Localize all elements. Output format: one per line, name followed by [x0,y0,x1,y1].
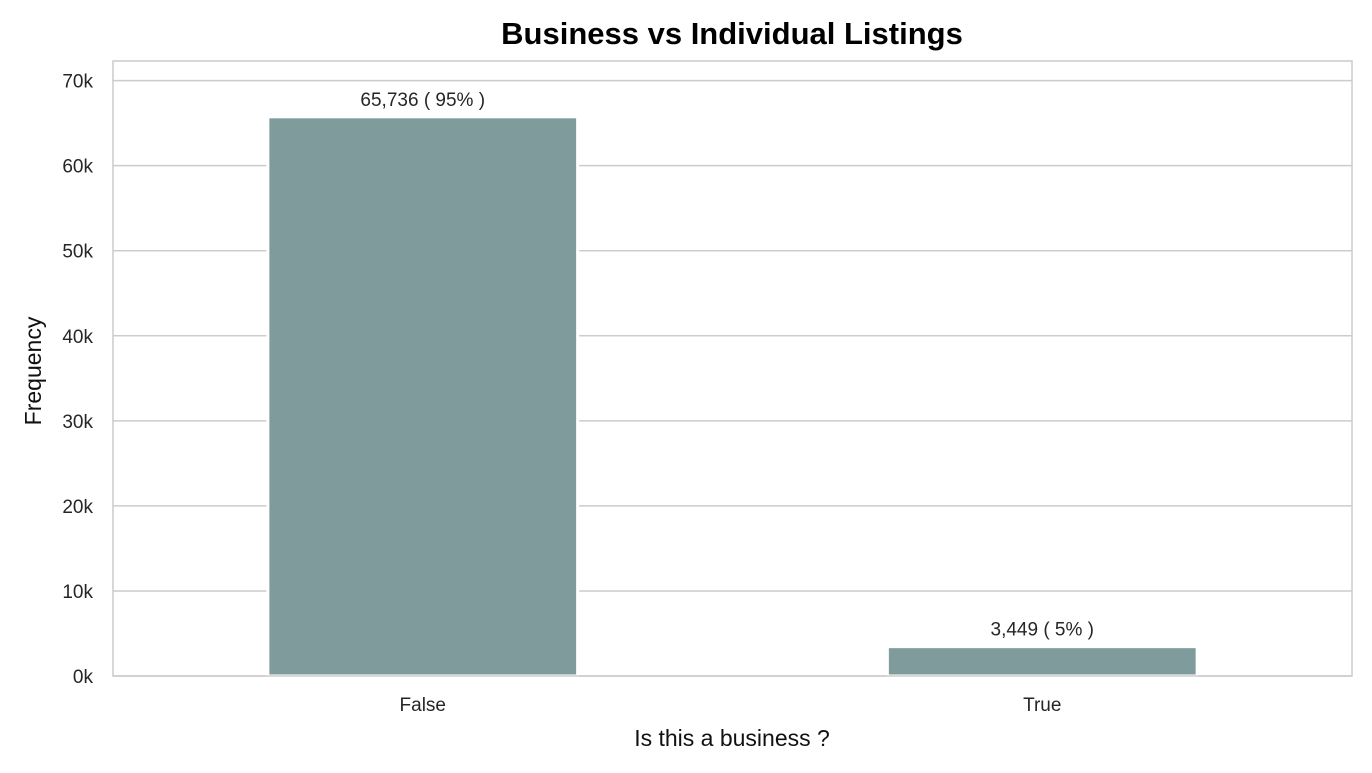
x-tick-labels: False True [400,695,1062,716]
bar-false [266,115,580,678]
y-tick-labels: 0k 10k 20k 30k 40k 50k 60k 70k [62,72,93,688]
y-tick-label: 60k [62,157,93,178]
data-labels: 65,736 ( 95% ) 3,449 ( 5% ) [360,90,1094,641]
bars [266,115,1199,678]
y-tick-label: 70k [62,72,93,93]
x-tick-label: True [1023,695,1061,716]
plot-frame [112,60,1353,677]
y-tick-label: 40k [62,327,93,348]
data-label: 65,736 ( 95% ) [360,90,485,111]
y-tick-label: 50k [62,242,93,263]
chart-title: Business vs Individual Listings [501,16,963,51]
data-label: 3,449 ( 5% ) [991,620,1095,641]
x-axis-label: Is this a business ? [634,725,830,751]
y-tick-label: 0k [73,667,94,688]
y-tick-label: 20k [62,497,93,518]
x-tick-label: False [400,695,446,716]
y-axis-label: Frequency [20,316,46,425]
y-tick-label: 30k [62,412,93,433]
bar-true [885,645,1199,678]
y-tick-label: 10k [62,582,93,603]
